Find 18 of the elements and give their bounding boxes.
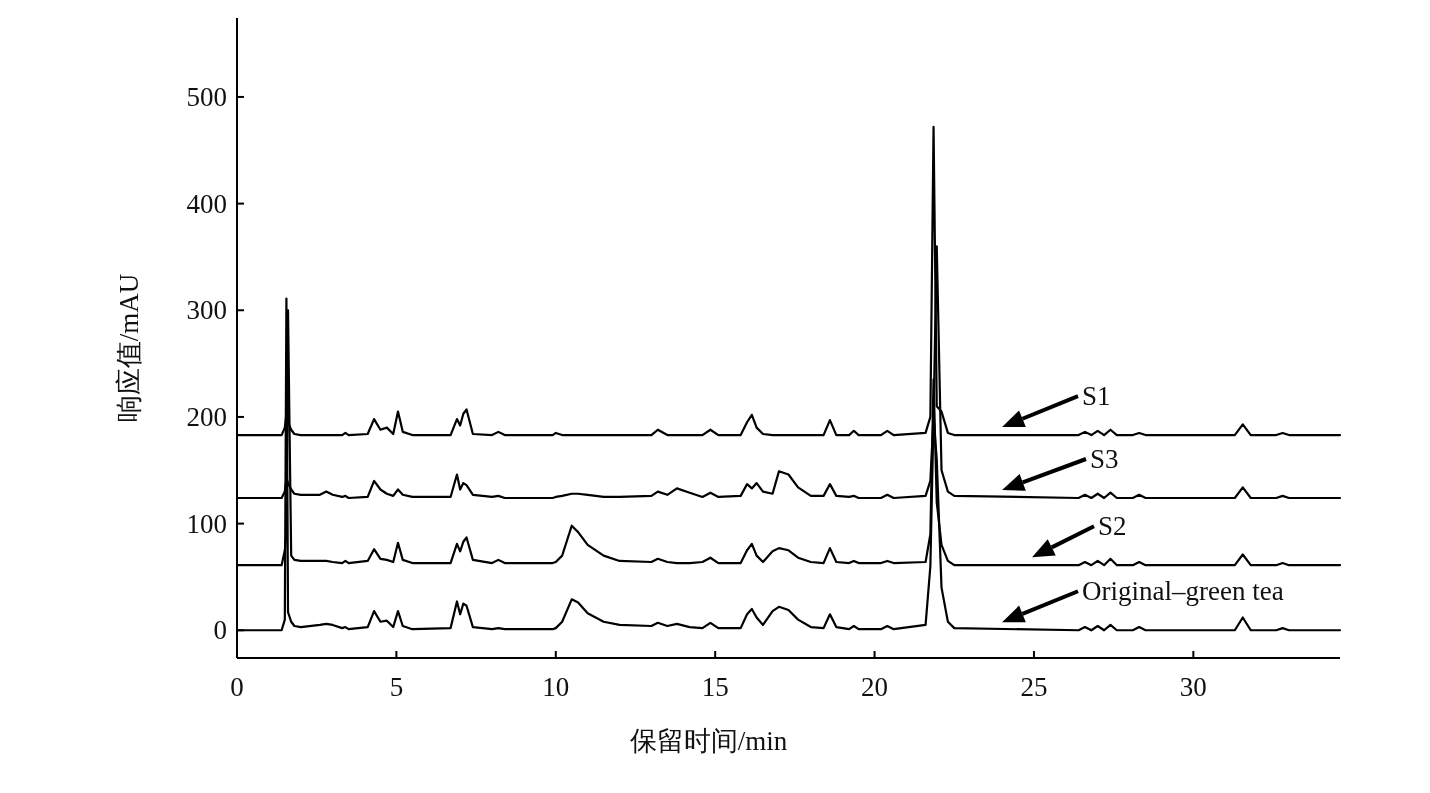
- x-axis-title: 保留时间/min: [629, 726, 788, 756]
- y-tick-label: 200: [186, 401, 227, 432]
- x-tick-label: 30: [1179, 672, 1207, 702]
- legend-label: S2: [1098, 511, 1127, 542]
- x-tick-label: 20: [861, 672, 889, 702]
- legend-label: S3: [1090, 444, 1119, 474]
- y-tick-label: 300: [186, 295, 227, 326]
- legend-label: S1: [1082, 381, 1111, 412]
- x-tick-label: 25: [1020, 672, 1048, 702]
- x-tick-label: 10: [542, 672, 570, 702]
- y-tick-label: 100: [186, 508, 227, 539]
- legend-label: Original–green tea: [1082, 576, 1284, 607]
- y-tick-label: 0: [213, 615, 227, 646]
- y-axis-title: 响应值/mAU: [114, 273, 144, 423]
- x-tick-label: 15: [701, 672, 729, 702]
- y-tick-label: 500: [186, 81, 227, 112]
- y-tick-label: 400: [186, 188, 227, 219]
- x-tick-label: 5: [389, 672, 404, 702]
